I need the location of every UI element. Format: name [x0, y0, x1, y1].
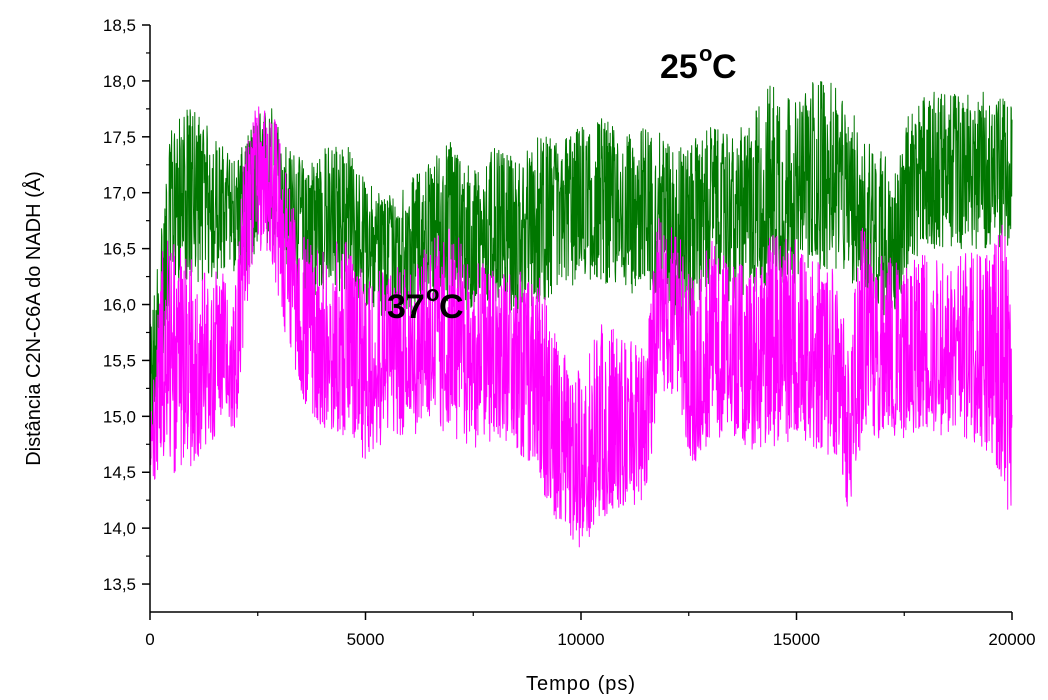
- x-tick-label: 15000: [773, 630, 820, 649]
- annotation-unit: C: [712, 48, 737, 86]
- y-tick-label: 17,5: [103, 128, 136, 147]
- x-tick-label: 0: [145, 630, 154, 649]
- y-tick-label: 17,0: [103, 184, 136, 203]
- axes-layer: 13,5 14,0 14,5 15,0 15,5 16,0 16,5 17,0 17,5 18,0…: [22, 16, 1036, 695]
- y-tick-label: 16,5: [103, 240, 136, 259]
- series-layer: [149, 81, 1013, 548]
- annotation-37-c: 37 o C: [387, 281, 464, 326]
- y-tick-label: 18,5: [103, 16, 136, 35]
- x-tick-label: 20000: [988, 630, 1035, 649]
- annotation-25-c: 25 o C: [660, 41, 737, 86]
- x-tick-label: 10000: [557, 630, 604, 649]
- annotation-unit: C: [439, 288, 464, 326]
- x-axis-title: Tempo (ps): [526, 673, 636, 695]
- y-tick-label: 16,0: [103, 296, 136, 315]
- annotation-degree: o: [426, 281, 439, 306]
- y-tick-label: 15,0: [103, 407, 136, 426]
- y-tick-label: 13,5: [103, 575, 136, 594]
- annotation-number: 37: [387, 288, 425, 326]
- x-tick-label: 5000: [347, 630, 385, 649]
- y-axis-title: Distância C2N-C6A do NADH (Å): [22, 171, 45, 466]
- y-tick-label: 14,5: [103, 463, 136, 482]
- annotation-degree: o: [699, 41, 712, 66]
- annotation-number: 25: [660, 48, 698, 86]
- y-tick-label: 15,5: [103, 351, 136, 370]
- annotation-layer: 25 o C37 o C: [387, 41, 737, 326]
- y-tick-label: 14,0: [103, 519, 136, 538]
- y-tick-label: 18,0: [103, 72, 136, 91]
- series-line-37c: [149, 106, 1013, 548]
